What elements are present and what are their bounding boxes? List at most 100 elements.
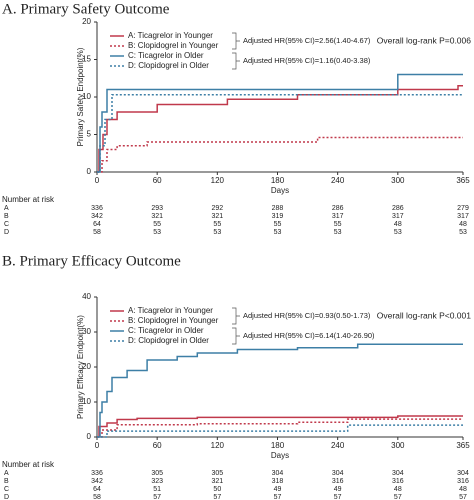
risk-row-label: B [4, 478, 9, 485]
hr-annotation: Adjusted HR(95% CI)=1.16(0.40-3.38) [243, 56, 371, 65]
km-curve [97, 418, 463, 438]
y-tick-label: 0 [87, 167, 92, 176]
x-tick-label: 300 [391, 441, 405, 450]
panel-title: B. Primary Efficacy Outcome [2, 253, 181, 269]
x-tick-label: 120 [211, 441, 225, 450]
risk-row-label: D [4, 229, 9, 236]
risk-value: 304 [457, 470, 469, 477]
x-tick-label: 365 [456, 176, 470, 185]
risk-value: 57 [274, 494, 282, 500]
km-curve [97, 424, 463, 438]
risk-value: 317 [392, 213, 404, 220]
risk-row-label: C [4, 486, 9, 493]
risk-value: 321 [211, 478, 223, 485]
x-tick-label: 120 [211, 176, 225, 185]
x-tick-label: 240 [331, 176, 345, 185]
risk-value: 49 [334, 486, 342, 493]
risk-value: 55 [334, 221, 342, 228]
risk-value: 57 [213, 494, 221, 500]
risk-header: Number at risk [2, 460, 55, 469]
risk-row-label: B [4, 213, 9, 220]
risk-value: 288 [272, 205, 284, 212]
risk-value: 53 [213, 229, 221, 236]
risk-value: 53 [153, 229, 161, 236]
risk-value: 48 [394, 221, 402, 228]
risk-value: 55 [153, 221, 161, 228]
y-tick-label: 0 [87, 432, 92, 441]
x-tick-label: 300 [391, 176, 405, 185]
risk-value: 58 [93, 494, 101, 500]
risk-value: 53 [274, 229, 282, 236]
risk-value: 286 [392, 205, 404, 212]
y-tick-label: 10 [82, 92, 91, 101]
risk-value: 292 [211, 205, 223, 212]
risk-value: 58 [93, 229, 101, 236]
legend-label: C: Ticagrelor in Older [128, 326, 204, 335]
risk-value: 342 [91, 213, 103, 220]
legend-label: A: Ticagrelor in Younger [128, 306, 213, 315]
hr-annotation: Adjusted HR(95% CI)=6.14(1.40-26.90) [243, 331, 375, 340]
risk-value: 336 [91, 205, 103, 212]
risk-value: 57 [153, 494, 161, 500]
y-tick-label: 40 [82, 292, 91, 301]
risk-value: 50 [213, 486, 221, 493]
risk-value: 316 [392, 478, 404, 485]
risk-value: 336 [91, 470, 103, 477]
risk-value: 57 [394, 494, 402, 500]
legend-label: D: Clopidogrel in Older [128, 61, 209, 70]
legend-label: D: Clopidogrel in Older [128, 336, 209, 345]
risk-value: 55 [274, 221, 282, 228]
bracket [232, 327, 240, 345]
km-curve [97, 136, 463, 173]
y-tick-label: 20 [82, 17, 91, 26]
risk-value: 57 [334, 494, 342, 500]
risk-value: 318 [272, 478, 284, 485]
bracket [232, 32, 240, 50]
km-curve [97, 94, 463, 173]
risk-value: 57 [459, 494, 467, 500]
risk-value: 321 [151, 213, 163, 220]
x-tick-label: 0 [95, 441, 100, 450]
bracket [232, 52, 240, 70]
x-tick-label: 180 [271, 441, 285, 450]
risk-value: 305 [211, 470, 223, 477]
risk-value: 342 [91, 478, 103, 485]
y-axis-label: Primary Efficacy Endpoint(%) [76, 315, 85, 419]
risk-value: 323 [151, 478, 163, 485]
x-tick-label: 240 [331, 441, 345, 450]
risk-value: 48 [459, 486, 467, 493]
legend-label: B: Clopidogrel in Younger [128, 316, 219, 325]
risk-value: 279 [457, 205, 469, 212]
legend-label: B: Clopidogrel in Younger [128, 41, 219, 50]
risk-row-label: D [4, 494, 9, 500]
risk-value: 317 [457, 213, 469, 220]
logrank-annotation: Overall log-rank P<0.001 [377, 310, 472, 320]
panel-title: A. Primary Safety Outcome [2, 1, 170, 17]
risk-row-label: C [4, 221, 9, 228]
y-tick-label: 5 [87, 130, 92, 139]
bracket [232, 307, 240, 325]
y-tick-label: 30 [82, 327, 91, 336]
risk-header: Number at risk [2, 195, 55, 204]
risk-value: 48 [459, 221, 467, 228]
risk-value: 55 [213, 221, 221, 228]
x-axis-label: Days [271, 186, 289, 195]
km-curve [97, 85, 463, 173]
x-tick-label: 0 [95, 176, 100, 185]
risk-value: 316 [332, 478, 344, 485]
risk-value: 317 [332, 213, 344, 220]
risk-value: 316 [457, 478, 469, 485]
hr-annotation: Adjusted HR(95% CI)=0.93(0.50-1.73) [243, 311, 371, 320]
y-tick-label: 15 [82, 55, 91, 64]
risk-value: 304 [392, 470, 404, 477]
risk-value: 49 [274, 486, 282, 493]
km-curve [97, 343, 463, 438]
risk-value: 305 [151, 470, 163, 477]
logrank-annotation: Overall log-rank P=0.006 [377, 35, 472, 45]
risk-value: 53 [459, 229, 467, 236]
risk-value: 304 [272, 470, 284, 477]
risk-value: 319 [272, 213, 284, 220]
risk-value: 293 [151, 205, 163, 212]
legend-label: A: Ticagrelor in Younger [128, 31, 213, 40]
